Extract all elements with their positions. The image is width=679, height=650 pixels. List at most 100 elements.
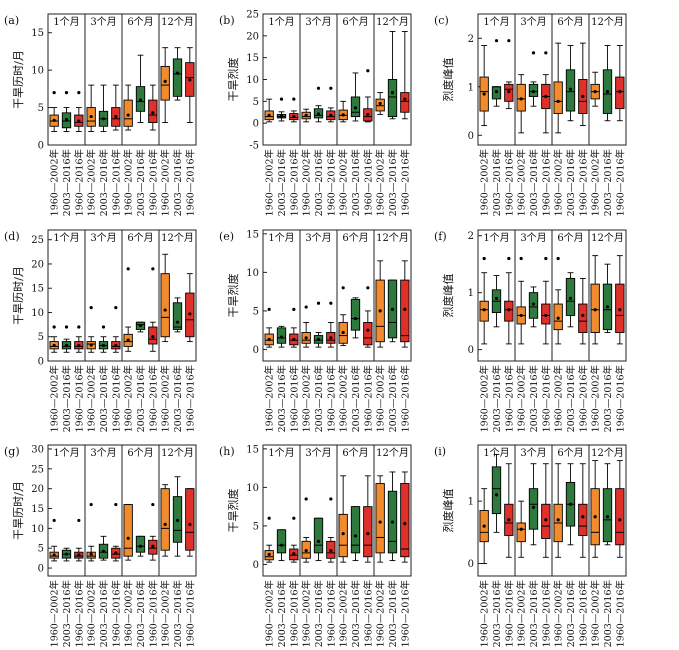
box-outlier [292, 516, 296, 520]
box-mean-dot [403, 307, 407, 311]
y-tick-label: 0 [468, 345, 474, 356]
panel-label: (h) [219, 445, 235, 458]
x-category-label: 1960—2016年 [73, 365, 85, 433]
box-9 [148, 267, 158, 352]
x-category-label: 1960—2016年 [503, 580, 515, 648]
y-tick-label: 15 [31, 504, 44, 515]
box-8 [350, 297, 361, 339]
y-tick-label: 0 [38, 141, 44, 152]
box-mean-dot [52, 343, 56, 348]
x-category-label: 2003—2016年 [350, 149, 362, 217]
box-iqr [615, 488, 625, 546]
box-4 [301, 305, 311, 348]
box-mean-dot [519, 97, 523, 101]
box-mean-dot [353, 317, 358, 321]
x-category-label: 1960—2016年 [288, 365, 300, 433]
box-10 [375, 475, 385, 563]
group-label: 3个月 [305, 447, 331, 459]
x-category-label: 2003—2016年 [387, 149, 399, 217]
box-4 [516, 256, 526, 345]
box-outlier [341, 286, 345, 290]
box-outlier [316, 301, 321, 305]
box-10 [160, 47, 170, 123]
box-outlier [89, 306, 93, 310]
box-outlier [366, 69, 370, 73]
box-mean-dot [605, 305, 610, 309]
x-category-label: 2003—2016年 [350, 365, 362, 433]
box-9 [363, 475, 373, 563]
box-mean-dot [138, 98, 143, 102]
y-tick-label: 1 [468, 497, 474, 508]
group-label: 3个月 [90, 16, 116, 28]
box-outlier [494, 39, 499, 43]
x-category-label: 1960—2002年 [160, 149, 172, 217]
box-mean-dot [316, 539, 321, 543]
box-6 [111, 306, 121, 353]
box-mean-dot [519, 313, 523, 318]
box-outlier [279, 97, 284, 101]
box-4 [86, 502, 96, 562]
x-category-label: 1960—2016年 [184, 149, 196, 217]
box-mean-dot [114, 343, 118, 348]
box-mean-dot [494, 90, 499, 94]
group-label: 1个月 [268, 447, 294, 459]
box-mean-dot [390, 91, 395, 95]
box-8 [135, 54, 146, 123]
panel-g: 1个月 3个月 6个月 12个月 (g) 0 5 10 15 20 25 30 干旱历时/月 1960—2… [4, 444, 197, 648]
box-mean-dot [544, 518, 548, 522]
group-label: 6个月 [342, 16, 368, 28]
box-iqr [363, 506, 373, 558]
box-mean-dot [494, 493, 499, 497]
box-mean-dot [605, 515, 610, 519]
box-mean-dot [390, 520, 395, 524]
box-mean-dot [163, 308, 167, 312]
x-category-label: 1960—2016年 [147, 580, 159, 648]
box-7 [553, 256, 563, 345]
box-5 [98, 84, 109, 132]
x-category-label: 2003—2016年 [313, 365, 325, 433]
x-category-label: 1960—2016年 [614, 149, 626, 217]
y-tick-label: 0 [38, 357, 44, 368]
box-mean-dot [151, 544, 155, 548]
x-category-label: 1960—2002年 [123, 149, 135, 217]
box-1 [264, 307, 274, 348]
box-6 [326, 86, 336, 123]
x-category-label: 1960—2002年 [553, 149, 565, 217]
box-mean-dot [114, 114, 118, 119]
box-outlier [267, 307, 271, 311]
box-mean-dot [89, 114, 93, 119]
group-label: 1个月 [53, 16, 79, 28]
box-outlier [114, 502, 118, 507]
x-category-label: 1960—2016年 [73, 580, 85, 648]
box-6 [541, 463, 551, 558]
box-mean-dot [175, 71, 180, 75]
x-category-label: 2003—2016年 [313, 149, 325, 217]
x-category-label: 1960—2016年 [362, 580, 374, 648]
y-tick-label: 5 [253, 97, 259, 108]
box-mean-dot [366, 328, 370, 332]
box-mean-dot [378, 101, 382, 106]
box-outlier [316, 86, 321, 90]
box-mean-dot [507, 308, 511, 312]
box-outlier [151, 267, 155, 271]
x-category-label: 2003—2016年 [528, 580, 540, 648]
x-category-label: 1960—2016年 [540, 149, 552, 217]
box-5 [98, 325, 109, 353]
box-12 [615, 45, 625, 122]
y-tick-label: 0 [38, 564, 44, 575]
y-axis-label: 干旱历时/月 [12, 50, 25, 109]
box-mean-dot [101, 549, 106, 553]
box-10 [590, 460, 600, 558]
box-mean-dot [151, 335, 155, 339]
box-1 [49, 325, 59, 353]
box-outlier [64, 325, 69, 329]
box-iqr [338, 513, 348, 558]
box-8 [350, 506, 361, 562]
box-10 [375, 92, 385, 115]
box-iqr [578, 503, 588, 536]
box-7 [123, 504, 133, 561]
x-category-label: 1960—2002年 [479, 365, 491, 433]
